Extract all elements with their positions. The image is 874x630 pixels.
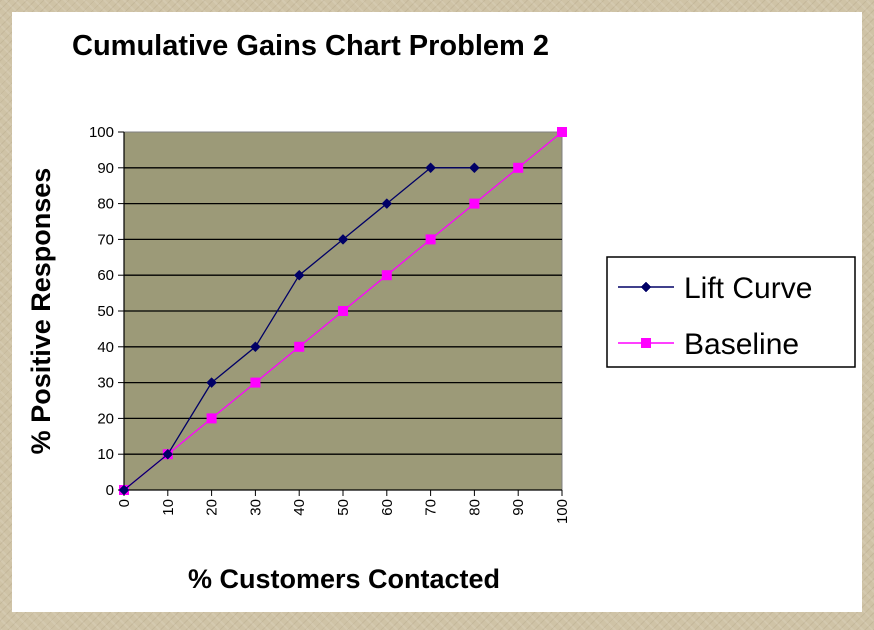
y-tick-labels: 0 10 20 30 40 50 60 70 80 90 100 xyxy=(89,124,114,499)
x-tick-label: 90 xyxy=(510,499,527,516)
baseline-point xyxy=(469,198,480,209)
axes xyxy=(118,131,563,496)
legend-items: Lift Curve Baseline xyxy=(618,272,812,361)
lift-curve-point xyxy=(337,234,349,245)
legend-label: Baseline xyxy=(684,328,799,361)
legend: Lift Curve Baseline xyxy=(606,256,856,368)
y-tick-label: 90 xyxy=(97,160,114,177)
baseline-point xyxy=(294,341,305,352)
legend-swatch-marker xyxy=(641,338,651,348)
x-tick-label: 20 xyxy=(204,499,221,516)
series-lift-curve xyxy=(118,162,480,496)
x-tick-label: 80 xyxy=(466,499,483,516)
y-tick-label: 0 xyxy=(106,482,114,499)
x-axis-title: % Customers Contacted xyxy=(188,564,500,594)
lift-curve-point xyxy=(250,341,261,353)
lift-curve-point xyxy=(469,162,480,174)
x-tick-label: 10 xyxy=(160,499,177,516)
chart-title: Cumulative Gains Chart Problem 2 xyxy=(72,30,549,62)
baseline-point xyxy=(425,234,436,245)
x-tick-label: 40 xyxy=(291,499,308,516)
y-tick-label: 40 xyxy=(97,339,114,356)
x-tick-labels: 0 10 20 30 40 50 60 70 80 90 100 xyxy=(116,499,571,524)
x-tick-label: 70 xyxy=(423,499,440,516)
lift-curve-point xyxy=(381,198,393,209)
y-tick-label: 70 xyxy=(97,231,114,248)
y-tick-label: 80 xyxy=(97,196,114,213)
x-tick-label: 30 xyxy=(247,499,264,516)
series-baseline xyxy=(119,127,567,495)
x-tick-label: 60 xyxy=(379,499,396,516)
legend-label: Lift Curve xyxy=(684,272,812,305)
baseline-point xyxy=(206,413,217,424)
lift-curve-point xyxy=(118,484,130,496)
y-tick-label: 100 xyxy=(89,124,114,141)
series-group xyxy=(118,127,567,496)
legend-item-lift-curve: Lift Curve xyxy=(618,272,812,305)
baseline-point xyxy=(381,270,392,281)
baseline-point xyxy=(513,162,524,173)
baseline-point xyxy=(338,306,348,316)
baseline-point xyxy=(557,127,567,137)
x-tick-label: 50 xyxy=(335,499,352,516)
legend-item-baseline: Baseline xyxy=(618,328,799,361)
legend-box xyxy=(606,256,856,368)
y-tick-label: 10 xyxy=(97,446,114,463)
x-tick-label: 100 xyxy=(554,499,571,524)
legend-swatch-marker xyxy=(640,281,652,293)
lift-curve-point xyxy=(206,377,217,388)
lift-curve-point xyxy=(425,162,436,174)
y-tick-label: 60 xyxy=(97,267,114,284)
x-tick-label: 0 xyxy=(116,499,133,507)
y-tick-label: 20 xyxy=(97,410,114,427)
lift-curve-point xyxy=(162,448,174,460)
y-tick-label: 30 xyxy=(97,375,114,392)
baseline-point xyxy=(250,377,261,388)
y-tick-label: 50 xyxy=(97,303,114,320)
lift-curve-point xyxy=(293,269,305,281)
y-axis-title: % Positive Responses xyxy=(26,168,56,455)
